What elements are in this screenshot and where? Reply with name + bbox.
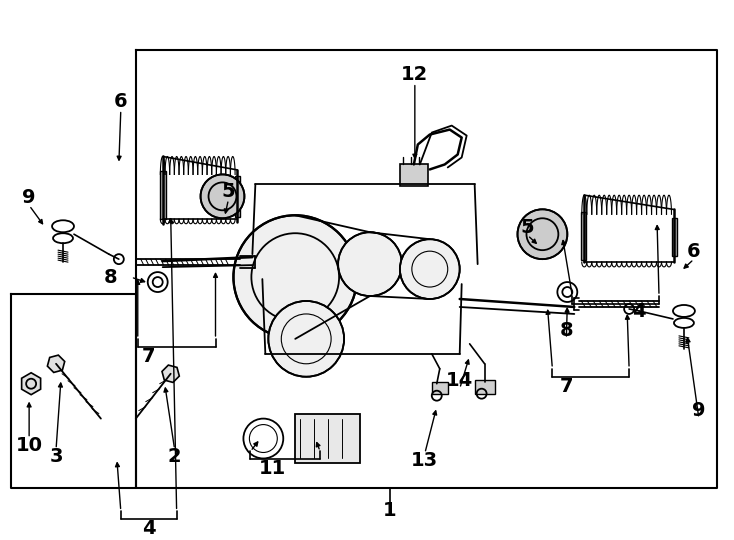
Bar (400, 165, 428, 186)
Bar (475, 380, 495, 394)
Text: 12: 12 (401, 65, 429, 84)
Circle shape (269, 301, 344, 377)
Bar (581, 212, 586, 260)
Circle shape (200, 174, 244, 218)
Text: 3: 3 (49, 447, 63, 466)
Text: 9: 9 (692, 401, 705, 420)
Text: 1: 1 (383, 501, 397, 520)
Text: 14: 14 (446, 371, 473, 390)
Bar (160, 171, 166, 219)
Text: 5: 5 (520, 218, 534, 237)
Bar (236, 177, 241, 217)
Text: 6: 6 (114, 92, 128, 111)
Circle shape (233, 215, 357, 339)
Text: 8: 8 (559, 321, 573, 340)
Polygon shape (21, 373, 40, 395)
Text: 7: 7 (559, 377, 573, 396)
Circle shape (400, 239, 459, 299)
Text: 8: 8 (104, 268, 117, 287)
Text: 11: 11 (258, 459, 286, 478)
Polygon shape (48, 355, 65, 373)
Circle shape (517, 210, 567, 259)
Text: 13: 13 (411, 451, 438, 470)
Bar (432, 382, 448, 394)
Text: 5: 5 (222, 182, 236, 201)
Text: 9: 9 (22, 188, 36, 207)
Text: 10: 10 (15, 436, 43, 455)
Text: 4: 4 (632, 302, 646, 321)
Text: 4: 4 (142, 519, 156, 538)
Text: 2: 2 (168, 447, 181, 466)
Circle shape (338, 232, 402, 296)
Bar (672, 218, 677, 256)
Bar (295, 414, 360, 463)
Text: 6: 6 (687, 242, 701, 261)
Text: 7: 7 (142, 347, 156, 366)
Polygon shape (162, 365, 179, 382)
